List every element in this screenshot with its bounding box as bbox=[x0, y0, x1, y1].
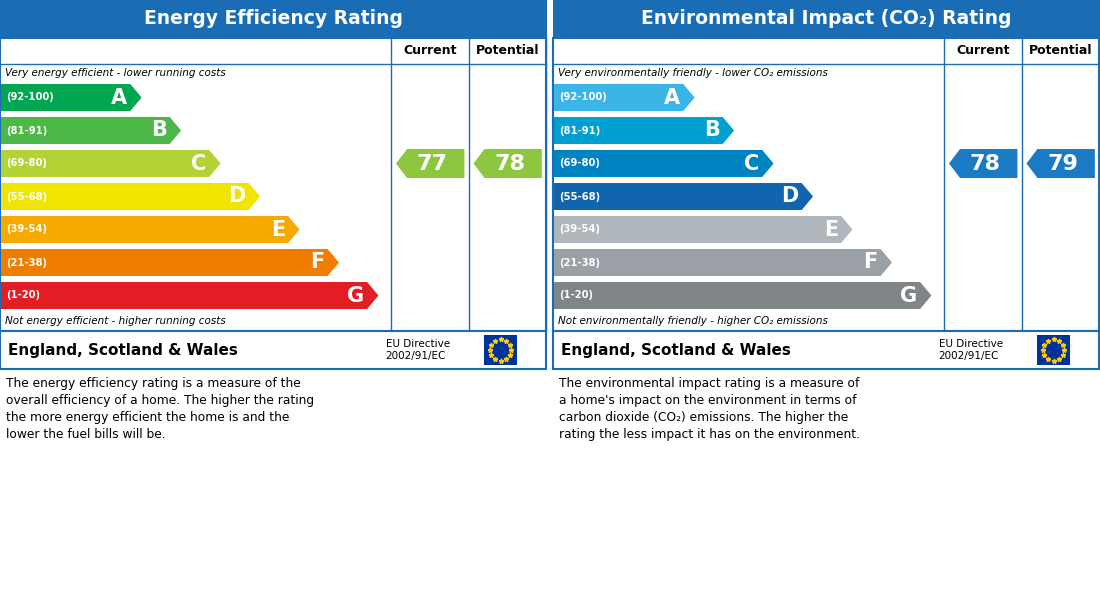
Text: (69-80): (69-80) bbox=[6, 158, 47, 169]
Bar bbox=[553, 331, 1099, 369]
Text: (39-54): (39-54) bbox=[559, 224, 600, 235]
Polygon shape bbox=[1, 282, 378, 309]
Text: B: B bbox=[704, 121, 719, 140]
Bar bbox=[484, 335, 517, 365]
Text: (1-20): (1-20) bbox=[6, 291, 40, 301]
Bar bbox=[553, 38, 1099, 331]
Text: The energy efficiency rating is a measure of the
overall efficiency of a home. T: The energy efficiency rating is a measur… bbox=[6, 377, 315, 441]
Text: (21-38): (21-38) bbox=[6, 257, 47, 267]
Text: (55-68): (55-68) bbox=[559, 192, 601, 201]
Text: A: A bbox=[111, 87, 128, 108]
Text: Potential: Potential bbox=[1028, 44, 1092, 57]
Polygon shape bbox=[554, 282, 932, 309]
Bar bbox=[553, 38, 1100, 64]
Polygon shape bbox=[1, 216, 299, 243]
Text: C: C bbox=[191, 153, 206, 174]
Text: (55-68): (55-68) bbox=[6, 192, 47, 201]
Text: (81-91): (81-91) bbox=[6, 126, 47, 136]
Polygon shape bbox=[1, 150, 220, 177]
Text: (92-100): (92-100) bbox=[559, 92, 607, 102]
Polygon shape bbox=[1026, 149, 1094, 178]
Text: C: C bbox=[744, 153, 759, 174]
Polygon shape bbox=[949, 149, 1018, 178]
Text: (92-100): (92-100) bbox=[6, 92, 54, 102]
Text: 77: 77 bbox=[417, 153, 448, 174]
Bar bbox=[1037, 335, 1070, 365]
Text: 79: 79 bbox=[1047, 153, 1078, 174]
Text: 78: 78 bbox=[494, 153, 526, 174]
Text: D: D bbox=[229, 187, 245, 206]
Text: Current: Current bbox=[404, 44, 456, 57]
Polygon shape bbox=[554, 183, 813, 210]
Bar bbox=[0, 38, 546, 331]
Text: E: E bbox=[824, 219, 838, 240]
Text: England, Scotland & Wales: England, Scotland & Wales bbox=[8, 342, 238, 357]
Text: D: D bbox=[781, 187, 799, 206]
Polygon shape bbox=[1, 183, 260, 210]
Text: Very energy efficient - lower running costs: Very energy efficient - lower running co… bbox=[6, 68, 225, 78]
Polygon shape bbox=[1, 117, 182, 144]
Text: Very environmentally friendly - lower CO₂ emissions: Very environmentally friendly - lower CO… bbox=[558, 68, 828, 78]
Bar bbox=[0, 38, 547, 64]
Text: E: E bbox=[271, 219, 285, 240]
Text: The environmental impact rating is a measure of
a home's impact on the environme: The environmental impact rating is a mea… bbox=[559, 377, 860, 441]
Bar bbox=[553, 0, 1100, 38]
Text: (39-54): (39-54) bbox=[6, 224, 47, 235]
Polygon shape bbox=[554, 216, 852, 243]
Text: EU Directive
2002/91/EC: EU Directive 2002/91/EC bbox=[938, 339, 1003, 361]
Text: Not energy efficient - higher running costs: Not energy efficient - higher running co… bbox=[6, 317, 225, 326]
Text: England, Scotland & Wales: England, Scotland & Wales bbox=[561, 342, 791, 357]
Text: (21-38): (21-38) bbox=[559, 257, 600, 267]
Bar bbox=[0, 0, 547, 38]
Text: G: G bbox=[346, 285, 364, 306]
Polygon shape bbox=[554, 117, 734, 144]
Polygon shape bbox=[1, 249, 339, 276]
Text: Not environmentally friendly - higher CO₂ emissions: Not environmentally friendly - higher CO… bbox=[558, 317, 828, 326]
Text: Potential: Potential bbox=[476, 44, 539, 57]
Polygon shape bbox=[1, 84, 142, 111]
Polygon shape bbox=[396, 149, 464, 178]
Polygon shape bbox=[554, 249, 892, 276]
Bar bbox=[0, 331, 546, 369]
Text: (69-80): (69-80) bbox=[559, 158, 600, 169]
Text: 78: 78 bbox=[970, 153, 1001, 174]
Text: G: G bbox=[900, 285, 917, 306]
Text: Environmental Impact (CO₂) Rating: Environmental Impact (CO₂) Rating bbox=[641, 9, 1012, 28]
Text: Current: Current bbox=[957, 44, 1010, 57]
Text: B: B bbox=[151, 121, 167, 140]
Polygon shape bbox=[554, 84, 694, 111]
Text: (81-91): (81-91) bbox=[559, 126, 601, 136]
Text: F: F bbox=[864, 253, 878, 272]
Text: (1-20): (1-20) bbox=[559, 291, 593, 301]
Text: A: A bbox=[664, 87, 680, 108]
Text: Energy Efficiency Rating: Energy Efficiency Rating bbox=[144, 9, 403, 28]
Polygon shape bbox=[554, 150, 773, 177]
Polygon shape bbox=[473, 149, 542, 178]
Text: EU Directive
2002/91/EC: EU Directive 2002/91/EC bbox=[386, 339, 450, 361]
Text: F: F bbox=[310, 253, 324, 272]
